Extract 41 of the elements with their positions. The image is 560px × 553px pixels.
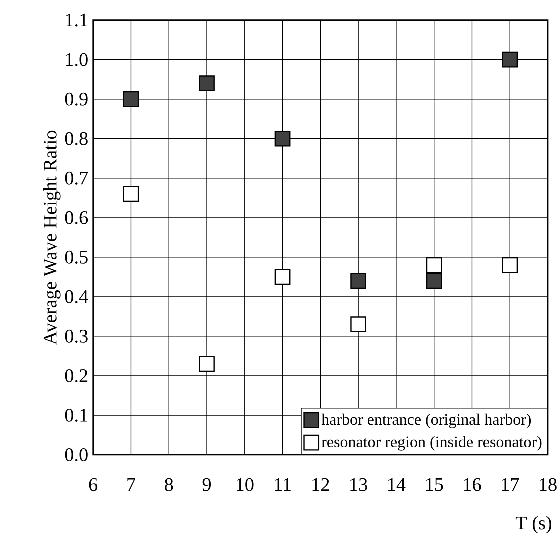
point [350, 273, 366, 290]
x-tick-label: 7 [128, 478, 136, 491]
y-tick-label: 0.0 [65, 448, 88, 462]
y-tick-label: 1.0 [66, 53, 88, 66]
legend-label: resonator region (inside resonator) [322, 436, 542, 451]
y-tick-label: 0.2 [65, 369, 88, 382]
point [274, 130, 291, 147]
point [199, 356, 215, 372]
x-tick-label: 6 [89, 478, 98, 492]
y-tick-label: 0.9 [65, 92, 88, 106]
y-tick-label: 0.8 [65, 132, 88, 146]
x-tick-label: 10 [236, 478, 254, 492]
point [426, 257, 442, 274]
x-tick-label: 15 [426, 478, 444, 492]
y-tick-label: 0.1 [65, 408, 88, 422]
x-tick-label: 12 [312, 478, 330, 492]
y-tick-label: 0.3 [65, 330, 88, 343]
y-tick-label: 0.6 [65, 211, 88, 224]
y-tick-label: 0.5 [65, 250, 88, 264]
point [123, 91, 140, 108]
x-tick-label: 18 [540, 478, 557, 492]
x-tick-label: 13 [350, 478, 368, 492]
x-axis-title: T (s) [516, 516, 552, 534]
point [274, 269, 291, 286]
point [350, 316, 366, 333]
y-tick-label: 0.7 [65, 172, 88, 185]
y-tick-label: 0.4 [65, 290, 88, 304]
x-tick-label: 8 [165, 478, 174, 492]
x-tick-label: 11 [275, 478, 291, 492]
x-tick-label: 16 [464, 478, 482, 492]
x-tick-label: 14 [388, 478, 406, 492]
y-tick-label: 1.1 [66, 14, 88, 27]
point [426, 273, 442, 290]
x-tick-label: 9 [202, 478, 212, 492]
point [123, 186, 140, 202]
point [502, 52, 518, 68]
legend-label: harbor entrance (original harbor) [322, 414, 532, 428]
x-tick-label: 17 [502, 478, 520, 492]
point [199, 76, 215, 92]
y-axis-title: Average Wave Height Ratio [43, 130, 61, 346]
point [502, 257, 518, 274]
